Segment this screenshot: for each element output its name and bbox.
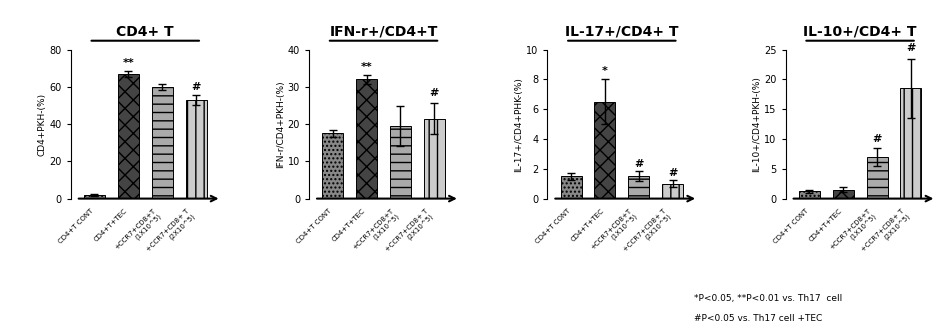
- Bar: [322, 133, 344, 199]
- Bar: [662, 184, 683, 199]
- Text: #: #: [192, 82, 201, 92]
- Bar: [390, 126, 411, 199]
- Y-axis label: IFN-r/CD4+PKH-(%): IFN-r/CD4+PKH-(%): [276, 80, 285, 168]
- Text: *P<0.05, **P<0.01 vs. Th17  cell: *P<0.05, **P<0.01 vs. Th17 cell: [694, 294, 842, 303]
- Bar: [595, 102, 615, 199]
- Text: +CCR7+CD8+T
(1X10^5): +CCR7+CD8+T (1X10^5): [829, 208, 877, 256]
- Text: #: #: [668, 168, 677, 178]
- Text: CD4+T CONT: CD4+T CONT: [534, 208, 571, 245]
- Text: CD4+T+TEC: CD4+T+TEC: [808, 208, 843, 243]
- Text: +CCR7+CD8+ T
(2X10^5): +CCR7+CD8+ T (2X10^5): [622, 208, 672, 258]
- Text: **: **: [361, 62, 373, 72]
- Bar: [118, 74, 139, 199]
- Bar: [833, 190, 853, 199]
- Bar: [424, 118, 445, 199]
- Y-axis label: CD4+PKH-(%): CD4+PKH-(%): [38, 93, 46, 156]
- Text: CD4+T CONT: CD4+T CONT: [772, 208, 809, 245]
- Bar: [152, 87, 173, 199]
- Text: +CCR7+CD8+T
(1X10^5): +CCR7+CD8+T (1X10^5): [590, 208, 639, 256]
- Y-axis label: IL-17+/CD4+PHK-(%): IL-17+/CD4+PHK-(%): [514, 77, 523, 171]
- Y-axis label: IL-10+/CD4+PKH-(%): IL-10+/CD4+PKH-(%): [752, 76, 761, 172]
- Title: CD4+ T: CD4+ T: [116, 25, 174, 39]
- Bar: [901, 88, 921, 199]
- Text: +CCR7+CD8+ T
(2X10^5): +CCR7+CD8+ T (2X10^5): [146, 208, 196, 258]
- Bar: [356, 79, 377, 199]
- Text: #: #: [872, 134, 882, 144]
- Bar: [629, 176, 649, 199]
- Text: #P<0.05 vs. Th17 cell +TEC: #P<0.05 vs. Th17 cell +TEC: [694, 314, 822, 323]
- Text: *: *: [602, 67, 608, 76]
- Text: CD4+T CONT: CD4+T CONT: [295, 208, 333, 245]
- Bar: [84, 195, 105, 199]
- Bar: [799, 191, 819, 199]
- Text: +CCR7+CD8+ T
(2X10^5): +CCR7+CD8+ T (2X10^5): [861, 208, 911, 258]
- Text: CD4+T+TEC: CD4+T+TEC: [93, 208, 128, 243]
- Text: +CCR7+CD8+T
(1X10^5): +CCR7+CD8+T (1X10^5): [352, 208, 400, 256]
- Text: CD4+T+TEC: CD4+T+TEC: [570, 208, 605, 243]
- Title: IL-10+/CD4+ T: IL-10+/CD4+ T: [803, 25, 917, 39]
- Text: #: #: [430, 88, 439, 98]
- Title: IL-17+/CD4+ T: IL-17+/CD4+ T: [565, 25, 679, 39]
- Text: CD4+T CONT: CD4+T CONT: [58, 208, 94, 245]
- Bar: [561, 176, 582, 199]
- Text: #: #: [906, 43, 916, 53]
- Title: IFN-r+/CD4+T: IFN-r+/CD4+T: [329, 25, 438, 39]
- Text: **: **: [123, 58, 134, 68]
- Bar: [867, 157, 887, 199]
- Bar: [186, 100, 207, 199]
- Text: +CCR7+CD8+ T
(2X10^5): +CCR7+CD8+ T (2X10^5): [384, 208, 434, 258]
- Text: +CCR7+CD8+T
(1X10^5): +CCR7+CD8+T (1X10^5): [113, 208, 162, 256]
- Text: CD4+T+TEC: CD4+T+TEC: [331, 208, 366, 243]
- Text: #: #: [634, 159, 644, 169]
